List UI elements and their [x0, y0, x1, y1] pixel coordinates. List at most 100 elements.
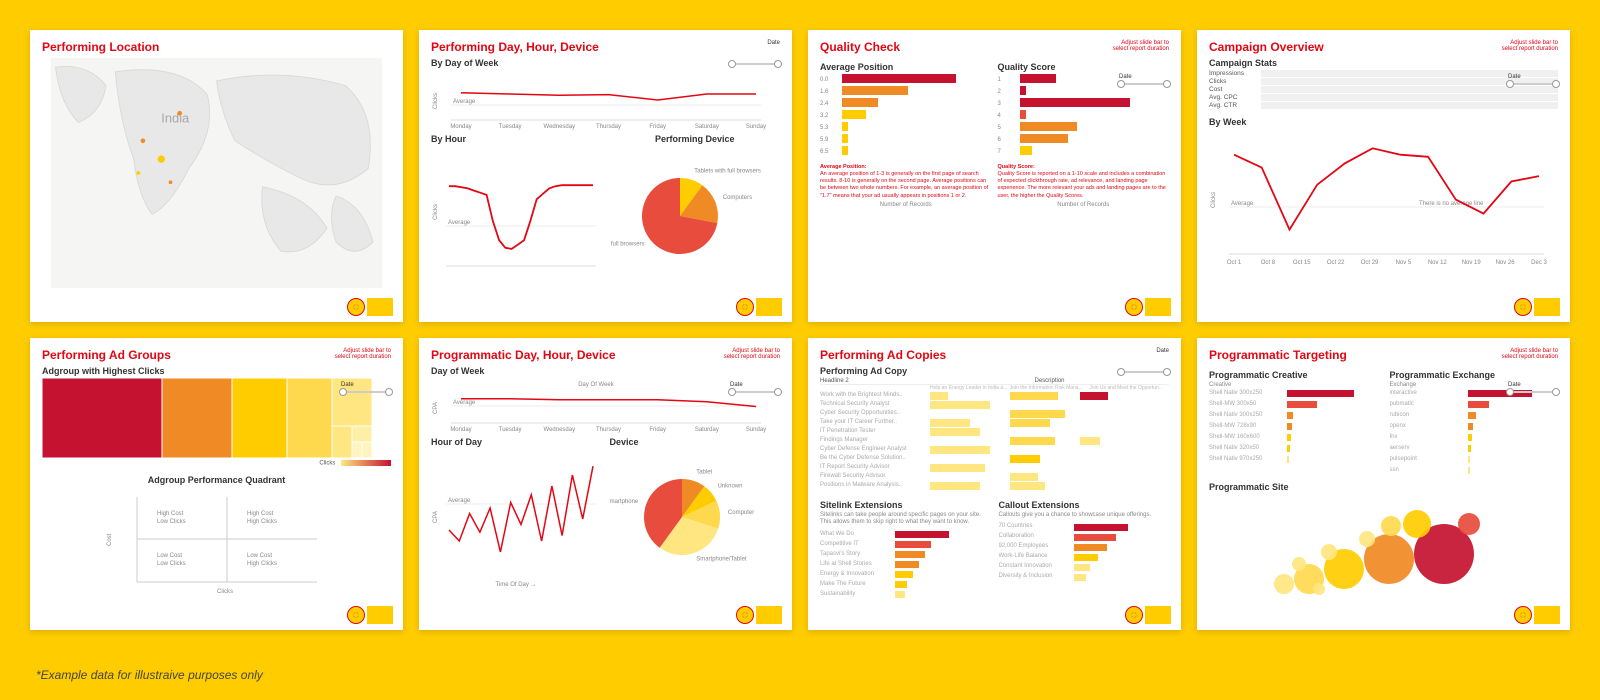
svg-text:Tablet: Tablet	[696, 469, 712, 475]
exchange-title: Programmatic Exchange	[1390, 370, 1559, 380]
svg-text:Nov 26: Nov 26	[1496, 260, 1516, 266]
map-country-label: India	[161, 110, 190, 125]
svg-text:Low Cost: Low Cost	[247, 553, 272, 559]
svg-text:There is no average line: There is no average line	[1419, 201, 1484, 207]
campaign-stats-list: ImpressionsClicksCostAvg. CPCAvg. CTR	[1209, 70, 1558, 109]
avg-position-note: Average Position:An average position of …	[820, 164, 992, 200]
panel-performing-ad-copies: Performing Ad Copies Date Performing Ad …	[808, 338, 1181, 630]
day-line-chart: Clicks Average MondayTuesdayWednesdayThu…	[431, 70, 771, 130]
svg-text:Cost: Cost	[107, 533, 113, 546]
svg-text:CPA: CPA	[433, 402, 439, 414]
panel-performing-day-hour-device: Performing Day, Hour, Device Date By Day…	[419, 30, 792, 322]
svg-text:Oct 1: Oct 1	[1227, 260, 1242, 266]
callout-title: Callout Extensions	[999, 500, 1170, 510]
date-label: Date	[1109, 348, 1169, 354]
adjust-note: Adjust slide bar to select report durati…	[720, 348, 780, 360]
avg-position-bars: 0.01.62.43.25.35.96.5	[820, 74, 992, 158]
date-slider[interactable]: Date	[1119, 74, 1169, 85]
svg-text:Time Of Day →: Time Of Day →	[495, 582, 536, 588]
adjust-note: Adjust slide bar to select report durati…	[331, 348, 391, 360]
svg-text:Low Cost: Low Cost	[157, 553, 182, 559]
svg-text:Average: Average	[453, 400, 476, 406]
svg-text:Oct 29: Oct 29	[1361, 260, 1379, 266]
svg-text:Oct 15: Oct 15	[1293, 260, 1311, 266]
svg-text:High Cost: High Cost	[157, 511, 184, 517]
date-slider[interactable]: Date	[341, 382, 391, 393]
brand-logo	[1125, 606, 1171, 624]
svg-text:Nov 5: Nov 5	[1396, 260, 1412, 266]
section-by-hour: By Hour	[431, 134, 602, 144]
adjust-note: Adjust slide bar to select report durati…	[1498, 348, 1558, 360]
svg-text:Clicks: Clicks	[433, 93, 439, 109]
svg-text:Average: Average	[1231, 201, 1254, 207]
date-label: Date	[720, 40, 780, 46]
svg-text:Oct 22: Oct 22	[1327, 260, 1345, 266]
svg-text:Unknown: Unknown	[717, 484, 742, 490]
panel-performing-location: Performing Location India	[30, 30, 403, 322]
map-svg: India	[42, 58, 391, 288]
ad-copy-rows: Work with the Brightest Minds..Technical…	[820, 391, 1169, 490]
creative-title: Programmatic Creative	[1209, 370, 1378, 380]
date-slider[interactable]: Date	[1508, 74, 1558, 85]
svg-text:Low Clicks: Low Clicks	[157, 561, 186, 567]
svg-text:Dec 3: Dec 3	[1531, 260, 1547, 266]
creative-bars: Shell Nativ 300x250Shell-MW 300x50Shell …	[1209, 388, 1378, 465]
adjust-note: Adjust slide bar to select report durati…	[1109, 40, 1169, 52]
svg-text:Tablets with full browsers: Tablets with full browsers	[694, 168, 761, 174]
quality-score-title: Quality Score	[998, 62, 1170, 72]
brand-logo	[1514, 606, 1560, 624]
svg-text:Clicks: Clicks	[433, 204, 439, 220]
hour-line-chart: CPA Average Time Of Day →	[431, 449, 601, 589]
svg-text:Smartphone/Tablet: Smartphone/Tablet	[696, 557, 747, 563]
device-pie-chart: Tablets with full browsers Computers Mobil…	[610, 146, 770, 276]
svg-text:Average: Average	[448, 498, 471, 504]
hour-line-chart: Clicks Average	[431, 146, 601, 276]
svg-text:Average: Average	[453, 99, 476, 105]
svg-text:Nov 12: Nov 12	[1428, 260, 1448, 266]
treemap-title: Adgroup with Highest Clicks	[42, 366, 391, 376]
svg-text:Smartphone: Smartphone	[610, 499, 639, 505]
by-week-title: By Week	[1209, 117, 1558, 127]
date-slider[interactable]	[730, 60, 780, 65]
footnote: *Example data for illustraive purposes o…	[36, 668, 263, 682]
brand-logo	[1125, 298, 1171, 316]
brand-logo	[1514, 298, 1560, 316]
svg-text:Average: Average	[448, 220, 471, 226]
quality-score-note: Quality Score:Quality Score is reported …	[998, 164, 1170, 200]
dashboard-grid: Performing Location India Performing Day…	[30, 30, 1570, 630]
sitelink-bars: What We DoCompetitive ITTapasvi's StoryL…	[820, 529, 991, 599]
treemap-chart	[42, 378, 372, 458]
by-week-chart: Clicks Average There is no average line …	[1209, 129, 1549, 269]
date-slider[interactable]	[1119, 368, 1169, 373]
date-slider[interactable]: Date	[1508, 382, 1558, 393]
svg-text:High Cost: High Cost	[247, 511, 274, 517]
panel-campaign-overview: Campaign Overview Adjust slide bar to se…	[1197, 30, 1570, 322]
device-pie-chart: Tablet Unknown Computer Smartphone/Tablet Sm…	[610, 449, 770, 584]
svg-text:Nov 19: Nov 19	[1462, 260, 1482, 266]
day-of-week-title: Day of Week	[431, 366, 780, 376]
svg-text:Computer: Computer	[727, 510, 753, 516]
panel-title: Performing Location	[42, 40, 391, 54]
brand-logo	[347, 606, 393, 624]
svg-text:Day Of Week: Day Of Week	[578, 382, 615, 388]
svg-text:Oct 8: Oct 8	[1261, 260, 1276, 266]
site-title: Programmatic Site	[1209, 482, 1558, 492]
svg-text:CPA: CPA	[433, 511, 439, 523]
avg-position-title: Average Position	[820, 62, 992, 72]
panel-programmatic-targeting: Programmatic Targeting Adjust slide bar …	[1197, 338, 1570, 630]
brand-logo	[736, 606, 782, 624]
svg-text:Mobile devices with full brows: Mobile devices with full browsers	[610, 241, 645, 247]
svg-text:Clicks: Clicks	[217, 589, 233, 595]
bubble-chart	[1269, 494, 1499, 604]
quadrant-chart: Cost Clicks High Cost Low Clicks High Cos…	[97, 487, 337, 597]
svg-text:High Clicks: High Clicks	[247, 561, 277, 567]
quality-score-bars: 1234567	[998, 74, 1170, 158]
panel-programmatic-day-hour-device: Programmatic Day, Hour, Device Adjust sl…	[419, 338, 792, 630]
quadrant-title: Adgroup Performance Quadrant	[42, 475, 391, 485]
brand-logo	[347, 298, 393, 316]
date-slider[interactable]: Date	[730, 382, 780, 393]
section-device: Performing Device	[610, 134, 781, 144]
svg-text:Clicks: Clicks	[1211, 192, 1217, 208]
svg-text:Computers: Computers	[722, 195, 751, 201]
exchange-bars: interactivepubmaticrubiconopenxfnxaerser…	[1390, 388, 1559, 476]
